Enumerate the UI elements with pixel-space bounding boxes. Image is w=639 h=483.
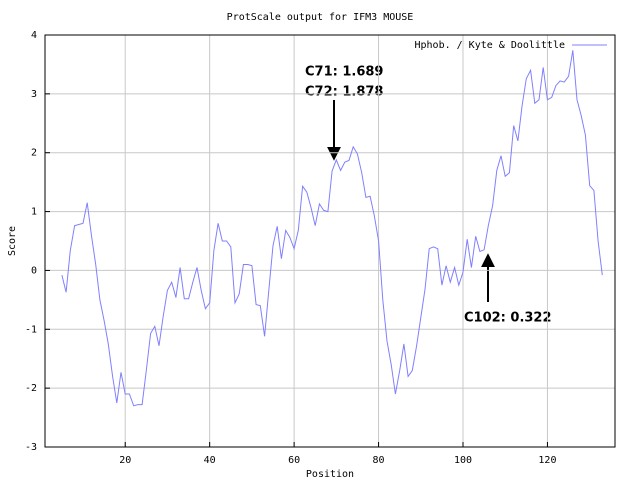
x-tick-label: 60 bbox=[288, 455, 300, 466]
x-tick-label: 80 bbox=[373, 455, 385, 466]
annotation: C72: 1.878 bbox=[305, 85, 383, 100]
y-tick-label: 3 bbox=[31, 89, 37, 100]
x-tick-label: 100 bbox=[454, 455, 472, 466]
x-tick-label: 120 bbox=[538, 455, 556, 466]
legend-label: Hphob. / Kyte & Doolittle bbox=[414, 40, 565, 51]
chart-title: ProtScale output for IFM3 MOUSE bbox=[227, 12, 414, 23]
y-tick-label: 2 bbox=[31, 148, 37, 159]
x-tick-label: 20 bbox=[119, 455, 131, 466]
y-tick-label: -2 bbox=[25, 383, 37, 394]
y-tick-label: 1 bbox=[31, 207, 37, 218]
y-tick-label: -3 bbox=[25, 442, 37, 453]
annotation: C102: 0.322 bbox=[464, 311, 552, 326]
x-tick-label: 40 bbox=[204, 455, 216, 466]
annotation: C71: 1.689 bbox=[305, 65, 383, 80]
y-tick-label: 0 bbox=[31, 265, 37, 276]
plot-frame bbox=[44, 34, 616, 448]
x-axis-label: Position bbox=[306, 469, 354, 480]
y-tick-label: 4 bbox=[31, 30, 37, 41]
line bbox=[61, 50, 603, 407]
y-tick-label: -1 bbox=[25, 324, 37, 335]
y-axis-label: Score bbox=[7, 226, 18, 256]
